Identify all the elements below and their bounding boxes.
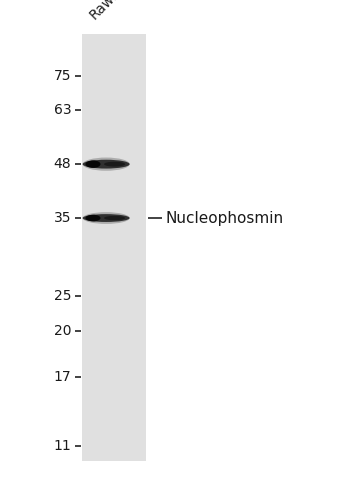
Text: 17: 17 <box>54 370 71 384</box>
Ellipse shape <box>83 212 129 224</box>
Text: Nucleophosmin: Nucleophosmin <box>165 211 283 225</box>
Ellipse shape <box>83 160 129 169</box>
Text: 48: 48 <box>54 157 71 171</box>
Ellipse shape <box>83 157 129 171</box>
Text: 25: 25 <box>54 290 71 303</box>
Text: 63: 63 <box>54 103 71 117</box>
Text: 75: 75 <box>54 69 71 83</box>
Bar <box>82 34 146 461</box>
Text: 11: 11 <box>54 439 71 453</box>
Ellipse shape <box>104 162 125 167</box>
Text: 20: 20 <box>54 324 71 338</box>
Text: Raw264.7: Raw264.7 <box>87 0 146 22</box>
Ellipse shape <box>83 214 129 222</box>
Ellipse shape <box>86 160 101 168</box>
Ellipse shape <box>86 215 101 221</box>
Ellipse shape <box>104 216 125 220</box>
Text: 35: 35 <box>54 211 71 225</box>
